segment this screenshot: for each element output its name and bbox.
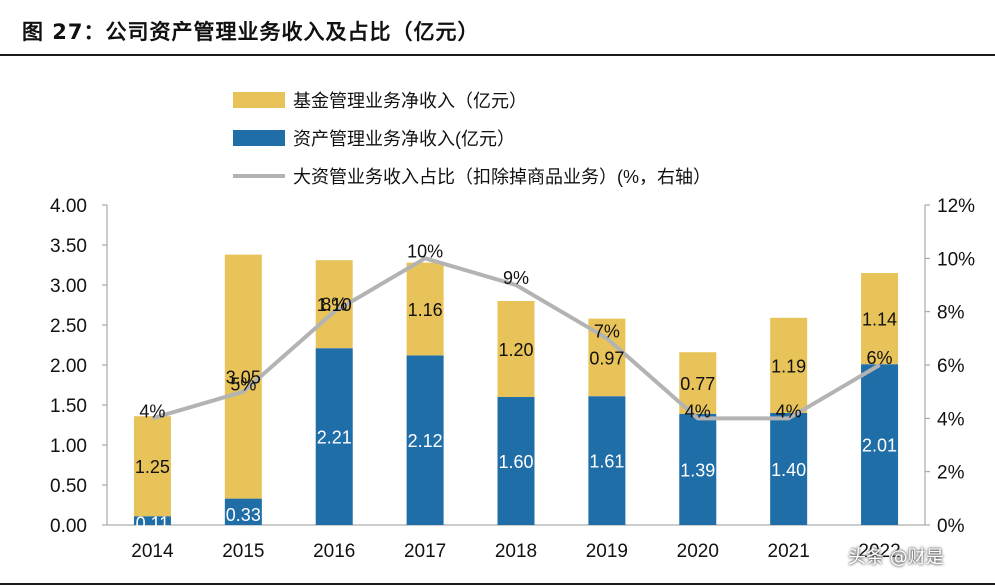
bar-label-fund-mgmt: 0.77: [680, 374, 715, 394]
bar-asset-mgmt: [497, 397, 535, 525]
bar-label-fund-mgmt: 1.25: [135, 457, 170, 477]
bar-asset-mgmt: [679, 413, 717, 525]
right-tick-label: 8%: [937, 303, 965, 324]
x-tick-label: 2020: [677, 541, 719, 562]
title-divider: [0, 54, 995, 56]
axes: 0.00 0.50 1.00 1.50 2.00 2.50 3.00 3.50 4.00 0% 2%…: [50, 196, 975, 562]
right-tick-label: 12%: [937, 196, 975, 217]
data-labels: 0.11 0.33 2.21 2.12 1.60 1.61 1.39 1.40 2.01 1.25…: [135, 241, 897, 533]
right-tick-label: 4%: [937, 409, 965, 430]
bar-label-fund-mgmt: 0.97: [589, 348, 624, 368]
left-tick-label: 0.50: [50, 476, 87, 497]
bar-asset-mgmt: [133, 516, 171, 525]
left-tick-label: 2.00: [50, 356, 87, 377]
figure-title: 图 27：公司资产管理业务收入及占比（亿元）: [22, 20, 480, 44]
watermark: 头条 @财是: [848, 547, 944, 568]
bar-fund-mgmt: [861, 273, 899, 365]
left-tick-label: 4.00: [50, 196, 87, 217]
line-label-ratio: 5%: [230, 375, 256, 395]
bar-fund-mgmt: [497, 301, 535, 397]
legend-label: 资产管理业务净收入(亿元）: [293, 129, 515, 149]
right-tick-label: 0%: [937, 516, 965, 537]
left-tick-label: 0.00: [50, 516, 87, 537]
x-tick-label: 2022: [858, 541, 900, 562]
bar-fund-mgmt: [406, 262, 444, 356]
left-tick-label: 3.50: [50, 236, 87, 257]
bottom-divider: [0, 583, 995, 585]
bar-label-asset-mgmt: 0.33: [226, 505, 261, 525]
legend-label: 基金管理业务净收入（亿元）: [293, 91, 527, 111]
bar-label-asset-mgmt: 1.60: [498, 452, 533, 472]
line-label-ratio: 7%: [594, 321, 620, 341]
line-label-ratio: 4%: [776, 401, 802, 421]
bar-label-asset-mgmt: 1.40: [771, 460, 806, 480]
right-tick-label: 2%: [937, 463, 965, 484]
legend-label: 大资管业务收入占比（扣除掉商品业务）(%，右轴）: [293, 167, 711, 187]
bar-asset-mgmt: [315, 348, 353, 525]
bar-label-fund-mgmt: 1.10: [317, 295, 352, 315]
x-tick-label: 2015: [222, 541, 264, 562]
line-label-ratio: 6%: [867, 348, 893, 368]
legend-swatch: [233, 92, 285, 108]
x-tick-label: 2019: [586, 541, 628, 562]
x-tick-label: 2018: [495, 541, 537, 562]
bar-asset-mgmt: [224, 498, 262, 525]
bar-asset-mgmt: [861, 364, 899, 525]
x-tick-label: 2017: [404, 541, 446, 562]
line-label-ratio: 4%: [685, 401, 711, 421]
left-tick-label: 1.00: [50, 436, 87, 457]
bar-asset-mgmt: [406, 355, 444, 525]
ratio-line: [151, 256, 881, 421]
legend-swatch: [233, 130, 285, 146]
bar-fund-mgmt: [133, 416, 171, 517]
left-tick-label: 1.50: [50, 396, 87, 417]
left-tick-label: 2.50: [50, 316, 87, 337]
bar-label-fund-mgmt: 1.19: [771, 356, 806, 376]
bar-label-fund-mgmt: 3.05: [226, 368, 261, 388]
line-label-ratio: 4%: [139, 401, 165, 421]
bar-label-fund-mgmt: 1.14: [862, 310, 897, 330]
bar-label-fund-mgmt: 1.20: [498, 340, 533, 360]
bar-label-asset-mgmt: 2.01: [862, 436, 897, 456]
line-label-ratio: 10%: [407, 241, 443, 261]
bar-label-asset-mgmt: 2.12: [408, 431, 443, 451]
line-label-ratio: 8%: [321, 295, 347, 315]
bar-asset-mgmt: [588, 396, 626, 525]
bar-label-asset-mgmt: 0.11: [136, 514, 170, 534]
bar-label-asset-mgmt: 1.61: [589, 452, 624, 472]
left-tick-label: 3.00: [50, 276, 87, 297]
right-tick-label: 10%: [937, 249, 975, 270]
bars: [133, 254, 899, 525]
right-tick-label: 6%: [937, 356, 965, 377]
bar-fund-mgmt: [679, 352, 717, 414]
bar-fund-mgmt: [224, 254, 262, 499]
x-tick-label: 2016: [313, 541, 355, 562]
ratio-line-path: [151, 256, 881, 421]
bar-asset-mgmt: [770, 413, 808, 525]
bar-label-fund-mgmt: 1.16: [408, 300, 443, 320]
legend: 基金管理业务净收入（亿元） 资产管理业务净收入(亿元） 大资管业务收入占比（扣除掉商…: [233, 91, 711, 187]
bar-label-asset-mgmt: 1.39: [680, 460, 715, 480]
line-label-ratio: 9%: [503, 268, 529, 288]
bar-label-asset-mgmt: 2.21: [317, 428, 352, 448]
bar-fund-mgmt: [770, 317, 808, 413]
x-tick-label: 2021: [768, 541, 810, 562]
x-tick-label: 2014: [131, 541, 174, 562]
